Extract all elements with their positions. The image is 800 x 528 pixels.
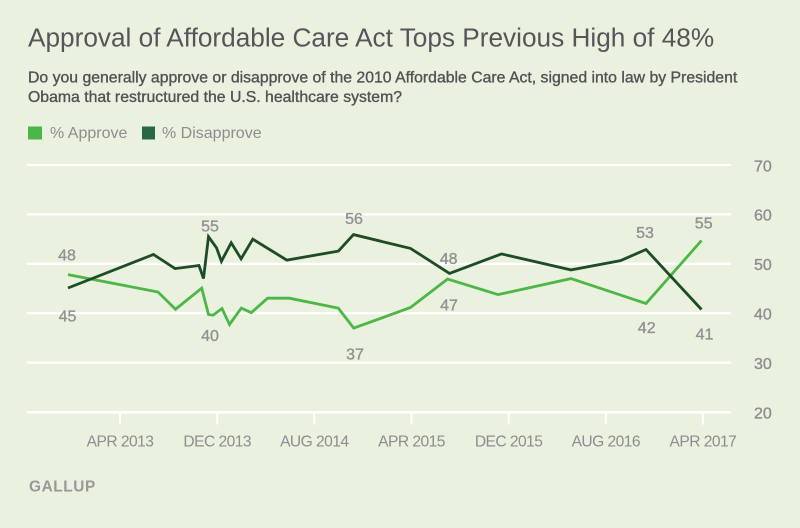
svg-text:APR 2015: APR 2015 — [378, 433, 446, 450]
svg-text:55: 55 — [201, 219, 219, 236]
svg-text:GALLUP: GALLUP — [29, 478, 96, 495]
svg-text:42: 42 — [638, 320, 656, 337]
svg-text:48: 48 — [440, 251, 458, 268]
svg-text:20: 20 — [754, 405, 772, 422]
svg-text:DEC 2013: DEC 2013 — [183, 433, 251, 450]
svg-text:70: 70 — [754, 158, 772, 175]
svg-text:53: 53 — [636, 225, 654, 242]
svg-text:41: 41 — [696, 327, 714, 344]
svg-text:% Disapprove: % Disapprove — [162, 125, 262, 142]
svg-text:AUG 2016: AUG 2016 — [572, 433, 640, 450]
svg-text:AUG 2014: AUG 2014 — [280, 433, 349, 450]
svg-text:47: 47 — [440, 298, 458, 315]
svg-text:APR 2017: APR 2017 — [670, 433, 737, 450]
svg-text:30: 30 — [754, 356, 772, 373]
svg-text:45: 45 — [59, 309, 77, 326]
svg-text:56: 56 — [345, 211, 363, 228]
svg-text:50: 50 — [754, 257, 772, 274]
svg-text:Obama that restructured the U.: Obama that restructured the U.S. healthc… — [28, 89, 402, 106]
svg-text:40: 40 — [201, 328, 219, 345]
svg-text:APR 2013: APR 2013 — [87, 433, 154, 450]
svg-text:55: 55 — [695, 216, 713, 233]
svg-text:60: 60 — [754, 208, 772, 225]
svg-text:DEC 2015: DEC 2015 — [475, 433, 543, 450]
svg-text:48: 48 — [58, 248, 76, 265]
svg-text:Approval of Affordable Care Ac: Approval of Affordable Care Act Tops Pre… — [28, 23, 714, 53]
svg-text:% Approve: % Approve — [50, 125, 127, 142]
svg-text:37: 37 — [346, 347, 364, 364]
svg-text:Do you generally approve or di: Do you generally approve or disapprove o… — [28, 69, 738, 86]
svg-text:40: 40 — [754, 307, 772, 324]
